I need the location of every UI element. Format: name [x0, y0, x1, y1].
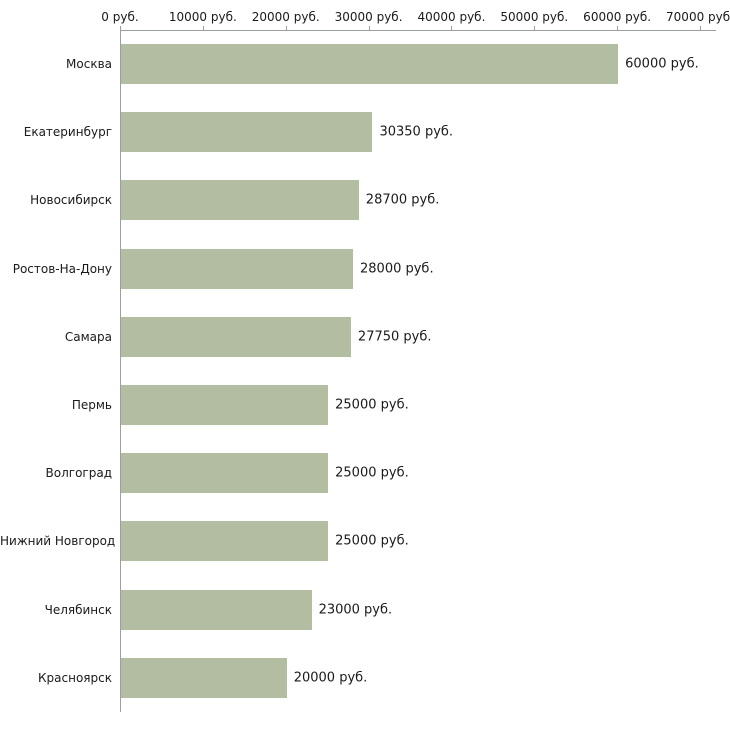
x-tick-mark: [451, 26, 453, 30]
value-label: 60000 руб.: [625, 56, 699, 72]
x-tick-label: 20000 руб.: [251, 10, 320, 24]
bar-row: Красноярск 20000 руб.: [0, 644, 730, 712]
category-label: Новосибирск: [30, 193, 112, 208]
value-label: 28700 руб.: [365, 192, 440, 208]
x-tick-label: 70000 руб.: [666, 10, 730, 24]
value-label: 25000 руб.: [335, 397, 409, 413]
category-label: Красноярск: [38, 670, 112, 685]
category-label: Самара: [64, 329, 112, 344]
x-tick-label: 30000 руб.: [334, 10, 403, 24]
y-axis-line: [120, 30, 121, 712]
value-label: 28000 руб.: [360, 261, 434, 277]
x-tick-label: 40000 руб.: [417, 10, 486, 24]
category-label: Москва: [66, 57, 112, 72]
x-tick-label: 0 руб.: [101, 10, 139, 24]
bar: [121, 316, 351, 357]
category-label: Челябинск: [44, 602, 112, 617]
bar: [121, 521, 329, 562]
bar-row: Москва 60000 руб.: [0, 30, 730, 98]
category-label: Нижний Новгород: [0, 534, 116, 549]
bar: [121, 385, 329, 426]
bar: [121, 657, 287, 698]
x-tick-mark: [202, 26, 204, 30]
bar: [121, 180, 359, 221]
x-tick-mark: [700, 26, 701, 30]
category-label: Ростов-На-Дону: [12, 261, 112, 276]
x-tick-mark: [285, 26, 287, 30]
bar: [121, 112, 373, 153]
category-label: Екатеринбург: [23, 125, 112, 140]
value-label: 23000 руб.: [318, 602, 393, 618]
x-tick-label: 10000 руб.: [168, 10, 237, 24]
x-axis-line: [120, 30, 716, 31]
x-axis-tick-labels: 0 руб. 10000 руб. 20000 руб. 30000 руб. 4000…: [0, 10, 730, 30]
category-label: Пермь: [71, 398, 112, 413]
x-tick-label: 50000 руб.: [500, 10, 569, 24]
x-tick-mark: [368, 26, 370, 30]
bar-row: Екатеринбург 30350 руб.: [0, 98, 730, 166]
x-tick-mark: [617, 26, 619, 30]
x-tick-mark: [534, 26, 536, 30]
x-tick-mark: [120, 26, 121, 30]
bar: [121, 589, 312, 630]
bar-row: Волгоград 25000 руб.: [0, 439, 730, 507]
bar-row: Новосибирск 28700 руб.: [0, 166, 730, 234]
value-label: 25000 руб.: [335, 533, 409, 549]
bar-row: Челябинск 23000 руб.: [0, 576, 730, 644]
bar-row: Пермь 25000 руб.: [0, 371, 730, 439]
bar-row: Нижний Новгород 25000 руб.: [0, 507, 730, 575]
value-label: 25000 руб.: [335, 465, 409, 481]
plot-area: Москва 60000 руб. Екатеринбург 30350 руб. Но…: [0, 30, 730, 712]
value-label: 20000 руб.: [293, 670, 368, 686]
bar: [121, 453, 329, 494]
value-label: 30350 руб.: [379, 124, 454, 140]
bar: [121, 44, 619, 85]
x-tick-label: 60000 руб.: [583, 10, 652, 24]
bar-row: Самара 27750 руб.: [0, 303, 730, 371]
category-label: Волгоград: [45, 466, 112, 481]
bar-row: Ростов-На-Дону 28000 руб.: [0, 235, 730, 303]
value-label: 27750 руб.: [357, 329, 432, 345]
bar: [121, 248, 353, 289]
